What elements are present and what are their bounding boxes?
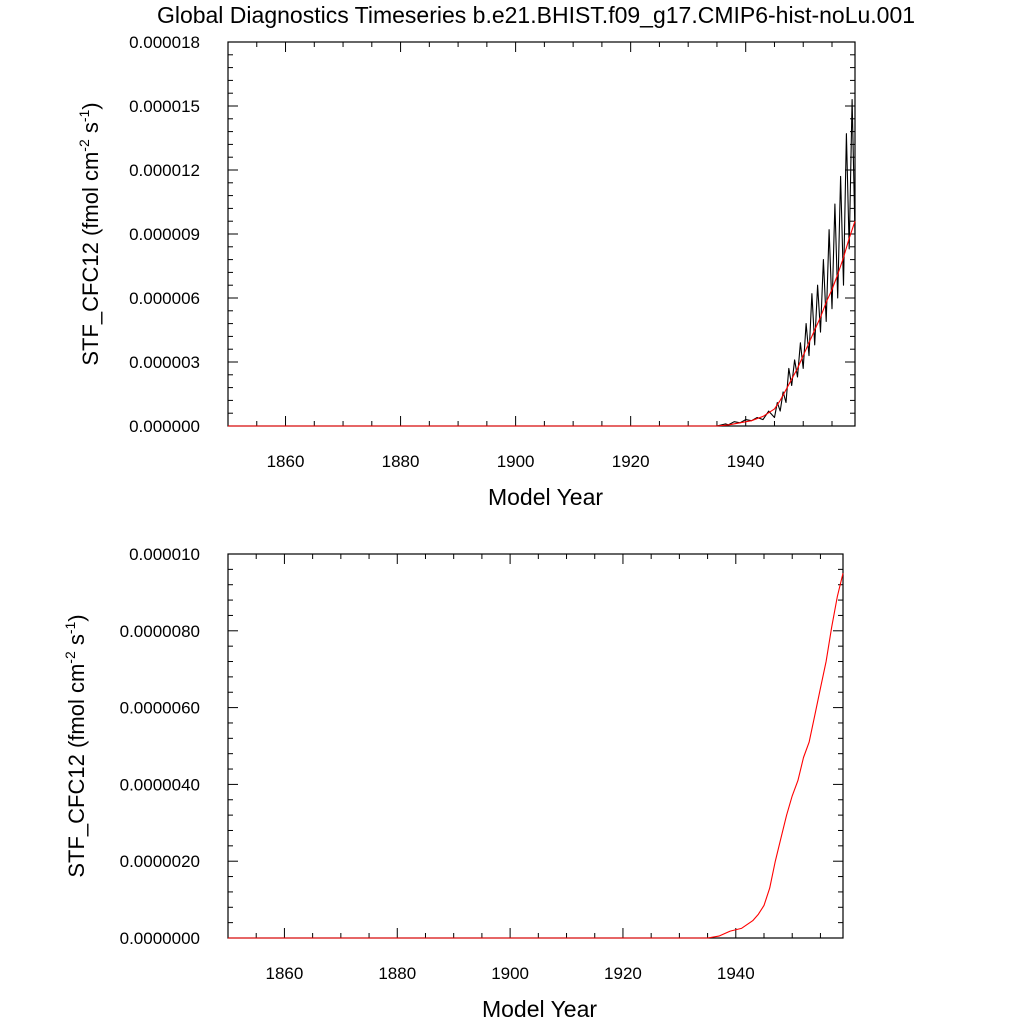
x-tick-label: 1900 — [491, 964, 529, 983]
y-tick-label: 0.000009 — [129, 225, 200, 244]
y-axis-title-superscript: -2 — [76, 139, 92, 152]
y-axis-title-part: ) — [64, 614, 89, 621]
y-tick-label: 0.0000060 — [120, 699, 200, 718]
y-tick-label: 0.000015 — [129, 97, 200, 116]
x-tick-label: 1920 — [612, 452, 650, 471]
x-tick-label: 1940 — [717, 964, 755, 983]
y-tick-label: 0.000003 — [129, 353, 200, 372]
y-axis-title-superscript: -1 — [62, 621, 78, 634]
y-axis-title: STF_CFC12 (fmol cm-2 s-1) — [76, 102, 103, 365]
y-tick-label: 0.0000000 — [120, 929, 200, 948]
x-tick-label: 1920 — [604, 964, 642, 983]
y-tick-label: 0.000010 — [129, 545, 200, 564]
plot-frame — [227, 41, 856, 427]
bottom-panel: 1860 1880 1900 1920 1940 0.0000000 0.0000020 0.… — [62, 545, 844, 1022]
raw-series-line — [228, 99, 856, 427]
x-tick-label: 1880 — [378, 964, 416, 983]
x-tick-label: 1860 — [267, 452, 305, 471]
y-axis-title-part: ) — [78, 102, 103, 109]
x-tick-label: 1940 — [727, 452, 765, 471]
y-tick-label: 0.000000 — [129, 417, 200, 436]
smoothed-series-line — [228, 573, 844, 939]
y-tick-label: 0.0000020 — [120, 852, 200, 871]
y-axis-title-part: STF_CFC12 (fmol cm — [64, 664, 89, 878]
y-axis-title-superscript: -1 — [76, 109, 92, 122]
x-axis-title: Model Year — [488, 484, 603, 510]
x-axis-title: Model Year — [482, 996, 597, 1022]
y-axis-title-part: s — [64, 634, 89, 651]
y-tick-label: 0.0000080 — [120, 622, 200, 641]
x-tick-label: 1880 — [382, 452, 420, 471]
y-tick-label: 0.000018 — [129, 33, 200, 52]
smoothed-series-line — [228, 221, 856, 427]
y-axis-title: STF_CFC12 (fmol cm-2 s-1) — [62, 614, 89, 877]
top-panel: 1860 1880 1900 1920 1940 0.000000 0.000003 0.00… — [76, 33, 856, 510]
y-tick-label: 0.000012 — [129, 161, 200, 180]
plot-frame — [227, 553, 844, 939]
y-tick-label: 0.0000040 — [120, 775, 200, 794]
y-axis-title-part: s — [78, 122, 103, 139]
y-axis-title-part: STF_CFC12 (fmol cm — [78, 152, 103, 366]
page-title: Global Diagnostics Timeseries b.e21.BHIS… — [156, 2, 916, 28]
y-axis-title-superscript: -2 — [62, 651, 78, 664]
x-tick-label: 1900 — [497, 452, 535, 471]
y-tick-label: 0.000006 — [129, 289, 200, 308]
x-tick-label: 1860 — [266, 964, 304, 983]
